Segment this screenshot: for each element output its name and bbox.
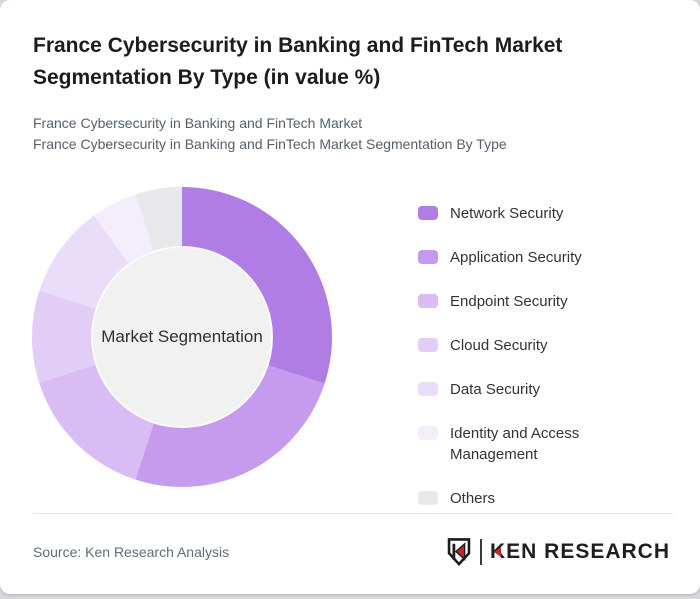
legend-item-data-security[interactable]: Data Security bbox=[418, 379, 620, 400]
legend-label: Data Security bbox=[450, 381, 541, 398]
legend-swatch-icon bbox=[418, 206, 438, 220]
footer-divider bbox=[33, 513, 673, 514]
legend-label: Application Security bbox=[450, 249, 582, 266]
legend-item-identity-and-access-management[interactable]: Identity and Access Management bbox=[418, 423, 620, 465]
logo-letter-k: K bbox=[489, 540, 507, 563]
legend-swatch-icon bbox=[418, 338, 438, 352]
ken-shield-icon bbox=[447, 538, 471, 567]
legend-label: Network Security bbox=[450, 205, 564, 222]
chart-legend: Network Security Application Security Endp… bbox=[418, 203, 620, 509]
legend-item-cloud-security[interactable]: Cloud Security bbox=[418, 335, 620, 356]
legend-item-application-security[interactable]: Application Security bbox=[418, 247, 620, 268]
page-title: France Cybersecurity in Banking and FinT… bbox=[33, 34, 563, 89]
logo-text-rest: EN RESEARCH bbox=[506, 540, 670, 563]
legend-label: Cloud Security bbox=[450, 337, 548, 354]
source-text: Source: Ken Research Analysis bbox=[33, 544, 230, 560]
legend-swatch-icon bbox=[418, 382, 438, 396]
legend-item-network-security[interactable]: Network Security bbox=[418, 203, 620, 224]
logo-divider bbox=[479, 539, 482, 565]
ken-research-logo: K EN RESEARCH bbox=[446, 535, 670, 569]
legend-item-endpoint-security[interactable]: Endpoint Security bbox=[418, 291, 620, 312]
logo-text: K EN RESEARCH bbox=[490, 540, 670, 564]
subtitle-line-2: France Cybersecurity in Banking and FinT… bbox=[33, 136, 507, 152]
legend-label: Identity and Access Management bbox=[450, 425, 580, 463]
donut-center-label: Market Segmentation bbox=[91, 246, 273, 428]
red-triangle-icon bbox=[493, 547, 501, 557]
legend-swatch-icon bbox=[418, 250, 438, 264]
legend-swatch-icon bbox=[418, 491, 438, 505]
legend-swatch-icon bbox=[418, 294, 438, 308]
legend-label: Endpoint Security bbox=[450, 293, 568, 310]
legend-label: Others bbox=[450, 490, 496, 507]
breadcrumb: France Cybersecurity in Banking and FinT… bbox=[33, 113, 673, 155]
legend-swatch-icon bbox=[418, 426, 438, 440]
legend-item-others[interactable]: Others bbox=[418, 488, 620, 509]
donut-chart-area: Market Segmentation bbox=[32, 187, 332, 487]
subtitle-line-1: France Cybersecurity in Banking and FinT… bbox=[33, 115, 363, 131]
